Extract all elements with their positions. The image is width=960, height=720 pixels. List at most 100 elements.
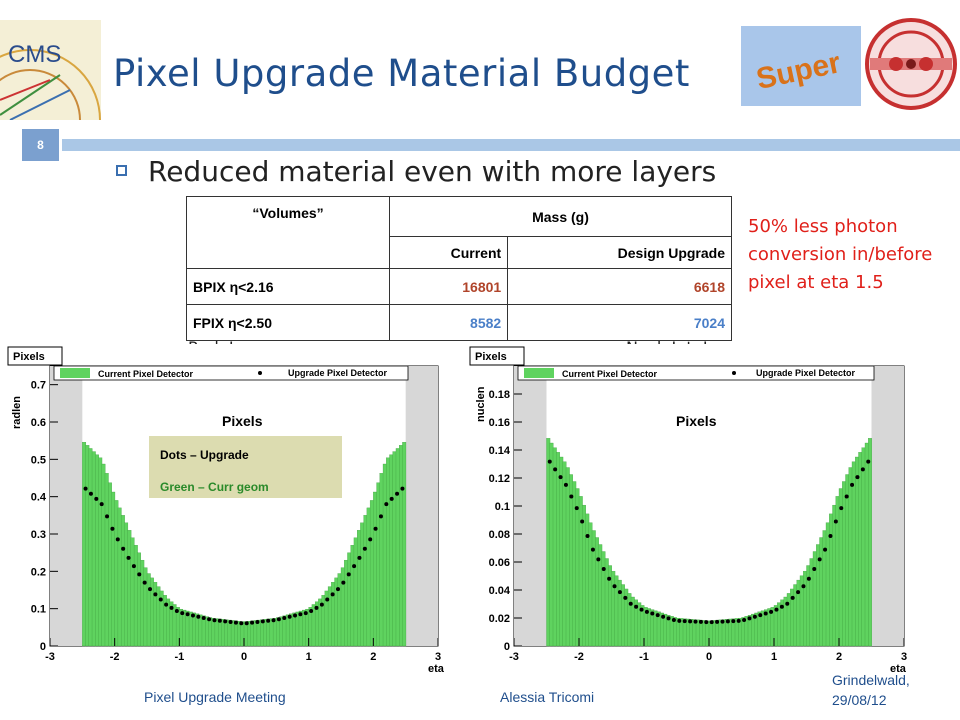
left-bin xyxy=(373,491,378,647)
left-legend-current: Current Pixel Detector xyxy=(98,369,194,379)
left-legend-swatch-current xyxy=(60,368,90,378)
right-upgrade-point xyxy=(585,533,590,538)
right-upgrade-point xyxy=(817,557,822,562)
note-text: 50% less photon conversion in/before pix… xyxy=(748,216,933,293)
left-hist-group xyxy=(50,366,438,647)
left-upgrade-point xyxy=(276,617,281,622)
left-ytick-label: 0.4 xyxy=(31,492,47,504)
page-number-badge: 8 xyxy=(22,129,59,161)
left-upgrade-point xyxy=(239,621,244,626)
right-bin xyxy=(819,537,824,647)
right-bin xyxy=(621,584,625,647)
left-ytick-label: 0.2 xyxy=(31,566,46,578)
right-bin xyxy=(858,452,863,647)
left-legend-upgrade: Upgrade Pixel Detector xyxy=(288,368,388,378)
left-bin xyxy=(230,620,235,647)
left-bin xyxy=(276,617,281,647)
right-bin xyxy=(832,504,837,647)
left-bin xyxy=(386,457,390,647)
right-bin xyxy=(546,438,551,647)
left-upgrade-point xyxy=(185,612,190,617)
right-legend-swatch-current xyxy=(524,368,554,378)
left-upgrade-point xyxy=(368,537,373,542)
left-bin xyxy=(344,559,348,647)
left-xtick-label: -2 xyxy=(110,651,120,663)
left-bin xyxy=(389,454,394,647)
left-upgrade-point xyxy=(148,587,153,592)
left-bin xyxy=(340,567,345,647)
right-upgrade-point xyxy=(839,506,844,511)
mass-table: “Volumes” Mass (g) Current Design Upgrad… xyxy=(186,196,732,341)
left-bin xyxy=(130,537,135,647)
right-ytick-label: 0.18 xyxy=(489,389,510,401)
right-bin xyxy=(569,474,573,647)
left-bin xyxy=(363,515,368,647)
right-bin xyxy=(715,619,720,647)
left-upgrade-point xyxy=(190,613,195,618)
left-bin xyxy=(156,586,161,647)
left-ytick-label: 0.1 xyxy=(31,604,46,616)
left-upgrade-point xyxy=(287,614,292,619)
right-upgrade-point xyxy=(844,494,849,499)
right-upgrade-point xyxy=(634,604,639,609)
right-upgrade-point xyxy=(607,576,612,581)
right-upgrade-point xyxy=(601,567,606,572)
left-bin xyxy=(140,559,145,647)
left-upgrade-point xyxy=(244,621,249,626)
right-upgrade-point xyxy=(655,613,660,618)
right-bin xyxy=(829,513,833,647)
left-upgrade-point xyxy=(384,502,389,507)
left-bin xyxy=(282,615,287,647)
left-xtick-label: 1 xyxy=(306,651,312,663)
left-bin xyxy=(366,507,371,647)
right-bin xyxy=(767,608,772,647)
right-upgrade-point xyxy=(720,619,725,624)
right-upgrade-point xyxy=(688,619,693,624)
left-upgrade-point xyxy=(373,526,378,531)
right-legend-upgrade: Upgrade Pixel Detector xyxy=(756,368,856,378)
right-ylabel: nuclen xyxy=(475,386,487,422)
right-bin xyxy=(627,593,632,647)
left-upgrade-point xyxy=(298,612,303,617)
right-bin xyxy=(695,619,700,647)
left-ytick-label: 0.6 xyxy=(31,417,46,429)
left-bin xyxy=(279,616,284,647)
right-bin xyxy=(718,619,723,647)
right-bin xyxy=(549,442,554,647)
left-inner-title: Pixels xyxy=(222,413,263,429)
left-upgrade-point xyxy=(158,597,163,602)
left-upgrade-point xyxy=(271,618,276,623)
right-bin xyxy=(572,481,577,647)
left-upgrade-point xyxy=(99,502,104,507)
left-upgrade-point xyxy=(389,496,394,501)
right-upgrade-point xyxy=(774,607,779,612)
left-bin xyxy=(263,619,268,647)
left-bin xyxy=(91,451,96,647)
left-upgrade-point xyxy=(228,620,233,625)
left-bin xyxy=(337,573,342,647)
left-upgrade-point xyxy=(319,602,324,607)
left-bin xyxy=(266,618,271,647)
right-upgrade-point xyxy=(801,584,806,589)
left-bin xyxy=(120,515,125,647)
right-upgrade-point xyxy=(752,614,757,619)
right-bin xyxy=(868,438,872,647)
left-bin xyxy=(399,445,403,647)
right-bin xyxy=(786,593,791,647)
left-upgrade-point xyxy=(266,618,271,623)
right-bin xyxy=(562,461,567,647)
right-bin xyxy=(812,551,817,647)
right-bin xyxy=(848,467,853,647)
left-upgrade-point xyxy=(153,592,158,597)
right-upgrade-point xyxy=(639,607,644,612)
left-bin xyxy=(292,612,297,647)
right-bin xyxy=(582,504,586,647)
left-bin xyxy=(153,582,158,647)
right-upgrade-point xyxy=(558,475,563,480)
right-bin xyxy=(842,481,846,647)
table-row-bpix-design: 6618 xyxy=(507,268,732,305)
right-upgrade-point xyxy=(547,459,552,464)
left-upgrade-point xyxy=(400,486,405,491)
right-upgrade-point xyxy=(833,519,838,524)
right-upgrade-point xyxy=(580,519,585,524)
